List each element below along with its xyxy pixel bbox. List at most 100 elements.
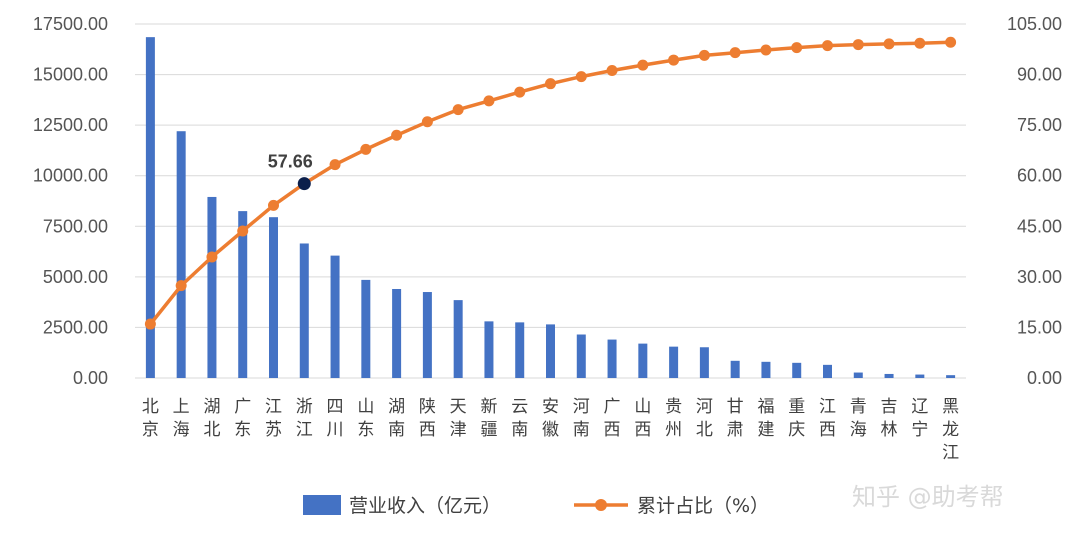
revenue-bar xyxy=(484,321,494,378)
revenue-bar xyxy=(330,255,340,378)
category-label: 北京 xyxy=(142,397,159,440)
category-label: 辽宁 xyxy=(911,397,928,440)
category-label: 河南 xyxy=(573,397,590,440)
revenue-bar xyxy=(823,364,832,378)
cumulative-share-point xyxy=(914,37,926,49)
cumulative-share-point xyxy=(483,95,495,107)
revenue-bar xyxy=(269,217,278,378)
cumulative-share-point xyxy=(668,54,680,66)
left-tick-label: 15000.00 xyxy=(33,65,108,85)
left-tick-label: 10000.00 xyxy=(33,166,108,186)
left-tick-label: 5000.00 xyxy=(43,267,108,287)
right-tick-label: 30.00 xyxy=(1017,267,1062,287)
category-label: 青海 xyxy=(850,397,867,440)
cumulative-share-point xyxy=(945,36,957,48)
revenue-bar xyxy=(238,211,248,378)
legend: 营业收入（亿元） 累计占比（%） xyxy=(303,495,769,517)
category-label: 云南 xyxy=(511,397,528,440)
cumulative-share-point xyxy=(822,40,833,52)
cumulative-share-point xyxy=(575,71,587,83)
cumulative-share-point xyxy=(175,280,187,292)
category-label: 湖北 xyxy=(203,397,220,440)
cumulative-share-point xyxy=(698,49,710,61)
revenue-bar xyxy=(669,346,679,378)
revenue-bar xyxy=(422,292,432,378)
revenue-bar xyxy=(853,372,863,378)
category-label: 广东 xyxy=(234,397,251,440)
annotation-label: 57.66 xyxy=(268,152,313,172)
category-label: 甘肃 xyxy=(727,397,744,440)
revenue-bars xyxy=(145,37,956,379)
category-label: 重庆 xyxy=(788,397,805,440)
revenue-bar xyxy=(915,374,925,378)
category-label: 陕西 xyxy=(419,397,436,440)
category-label: 河北 xyxy=(696,397,713,440)
cumulative-share-point xyxy=(206,251,218,263)
revenue-bar xyxy=(453,300,463,378)
right-tick-label: 0.00 xyxy=(1027,368,1062,388)
cumulative-share-point xyxy=(760,44,772,56)
category-label: 天津 xyxy=(450,397,467,440)
cumulative-share-point xyxy=(545,78,556,90)
revenue-bar xyxy=(515,322,525,378)
category-label: 福建 xyxy=(757,397,774,440)
right-tick-label: 15.00 xyxy=(1017,317,1062,337)
right-tick-label: 75.00 xyxy=(1017,115,1062,135)
revenue-bar xyxy=(361,279,371,378)
cumulative-share-point xyxy=(237,225,249,237)
revenue-bar xyxy=(884,373,894,378)
category-label: 山东 xyxy=(357,397,374,440)
revenue-bar xyxy=(946,375,956,378)
left-tick-label: 12500.00 xyxy=(33,115,108,135)
left-tick-label: 7500.00 xyxy=(43,216,108,236)
cumulative-share-point xyxy=(606,65,618,77)
cumulative-share-point xyxy=(268,199,279,211)
revenue-bar xyxy=(546,324,555,378)
category-label: 山西 xyxy=(634,397,651,440)
cumulative-share-point xyxy=(421,116,433,128)
legend-line-label: 累计占比（%） xyxy=(637,495,769,517)
annotation-marker xyxy=(297,177,311,191)
right-axis: 0.00 15.00 30.00 45.00 60.00 75.00 90.00 105.00 xyxy=(1007,14,1062,388)
right-tick-label: 45.00 xyxy=(1017,216,1062,236)
cumulative-share-point xyxy=(729,47,741,59)
category-label: 贵州 xyxy=(665,397,682,440)
cumulative-share-point xyxy=(637,59,649,71)
cumulative-share-point xyxy=(144,318,156,330)
category-label: 上海 xyxy=(173,397,190,440)
cumulative-share-point xyxy=(360,143,372,155)
category-label: 四川 xyxy=(327,397,344,440)
right-tick-label: 90.00 xyxy=(1017,65,1062,85)
revenue-bar xyxy=(607,339,617,378)
right-tick-label: 60.00 xyxy=(1017,166,1062,186)
category-label: 湖南 xyxy=(388,397,405,440)
cumulative-line xyxy=(144,36,957,330)
revenue-bar xyxy=(176,131,186,378)
cumulative-share-point xyxy=(452,104,464,116)
cumulative-share-point xyxy=(329,159,341,171)
cumulative-share-point xyxy=(391,129,403,141)
revenue-bar xyxy=(699,347,709,378)
category-label: 江西 xyxy=(819,397,836,440)
cumulative-share-point xyxy=(791,42,803,54)
category-label: 安徽 xyxy=(542,397,559,440)
legend-bar-label: 营业收入（亿元） xyxy=(349,495,501,517)
revenue-bar xyxy=(576,334,586,378)
cumulative-share-point xyxy=(514,86,526,98)
legend-line-marker xyxy=(595,499,607,511)
category-label: 江苏 xyxy=(265,397,282,440)
category-labels: 北京上海湖北广东江苏浙江四川山东湖南陕西天津新疆云南安徽河南广西山西贵州河北甘肃… xyxy=(142,397,959,463)
left-tick-label: 2500.00 xyxy=(43,317,108,337)
revenue-bar xyxy=(392,288,402,378)
legend-bar-swatch xyxy=(303,495,341,515)
cumulative-share-point xyxy=(883,38,895,50)
revenue-bar xyxy=(730,360,740,378)
revenue-bar xyxy=(145,37,155,379)
right-tick-label: 105.00 xyxy=(1007,14,1062,34)
category-label: 广西 xyxy=(604,397,621,440)
category-label: 黑龙江 xyxy=(942,397,959,463)
revenue-bar xyxy=(207,196,217,378)
annotation: 57.66 xyxy=(268,152,313,191)
